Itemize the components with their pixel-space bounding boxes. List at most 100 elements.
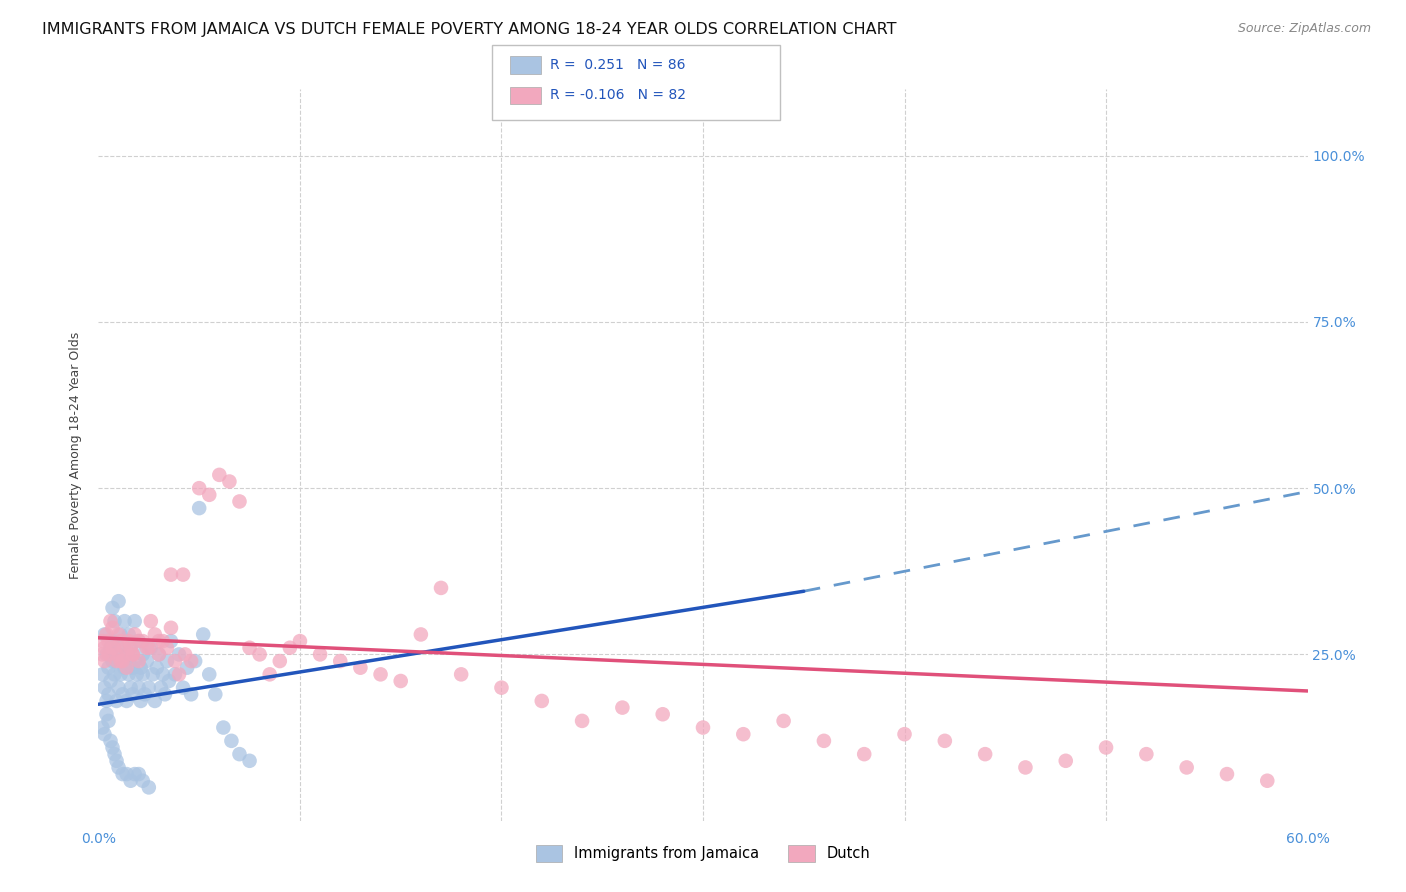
Point bbox=[114, 661, 136, 675]
Point bbox=[101, 634, 124, 648]
Point bbox=[188, 501, 211, 516]
Point bbox=[135, 640, 157, 655]
Point bbox=[198, 488, 221, 502]
Point bbox=[138, 780, 160, 795]
Point bbox=[97, 714, 120, 728]
Point bbox=[105, 654, 128, 668]
Point bbox=[128, 681, 150, 695]
Point bbox=[121, 648, 143, 662]
Point bbox=[176, 661, 198, 675]
Point bbox=[103, 667, 125, 681]
Point bbox=[1054, 754, 1077, 768]
Point bbox=[389, 673, 412, 688]
Point bbox=[167, 667, 190, 681]
Point bbox=[193, 627, 215, 641]
Point bbox=[143, 694, 166, 708]
Point bbox=[132, 667, 155, 681]
Point bbox=[1095, 740, 1118, 755]
Point bbox=[370, 667, 392, 681]
Point bbox=[93, 681, 115, 695]
Point bbox=[124, 767, 146, 781]
Point bbox=[115, 648, 138, 662]
Point bbox=[120, 640, 142, 655]
Point bbox=[733, 727, 755, 741]
Point bbox=[103, 640, 125, 655]
Point bbox=[160, 634, 183, 648]
Point bbox=[198, 667, 221, 681]
Point bbox=[115, 648, 138, 662]
Point bbox=[221, 734, 243, 748]
Point bbox=[148, 634, 170, 648]
Point bbox=[107, 627, 129, 641]
Point bbox=[134, 687, 156, 701]
Point bbox=[132, 648, 155, 662]
Point bbox=[612, 700, 634, 714]
Point bbox=[1135, 747, 1157, 761]
Point bbox=[149, 681, 172, 695]
Point bbox=[172, 567, 194, 582]
Point bbox=[491, 681, 513, 695]
Point bbox=[167, 648, 190, 662]
Point bbox=[128, 634, 150, 648]
Point bbox=[430, 581, 453, 595]
Point bbox=[530, 694, 553, 708]
Point bbox=[128, 634, 150, 648]
Point bbox=[288, 634, 311, 648]
Point bbox=[101, 640, 124, 655]
Point bbox=[180, 654, 202, 668]
Point bbox=[124, 654, 146, 668]
Point bbox=[107, 594, 129, 608]
Point bbox=[115, 694, 138, 708]
Point bbox=[114, 614, 136, 628]
Point bbox=[692, 721, 714, 735]
Point bbox=[934, 734, 956, 748]
Point bbox=[129, 694, 152, 708]
Point bbox=[124, 627, 146, 641]
Point bbox=[853, 747, 876, 761]
Point bbox=[239, 754, 262, 768]
Point bbox=[329, 654, 352, 668]
Point bbox=[259, 667, 281, 681]
Point bbox=[893, 727, 915, 741]
Point bbox=[409, 627, 432, 641]
Point bbox=[97, 634, 120, 648]
Point bbox=[110, 667, 132, 681]
Point bbox=[651, 707, 673, 722]
Point bbox=[91, 667, 114, 681]
Point bbox=[157, 673, 180, 688]
Point bbox=[105, 754, 128, 768]
Point bbox=[97, 687, 120, 701]
Point bbox=[96, 694, 118, 708]
Point bbox=[115, 767, 138, 781]
Point bbox=[228, 494, 250, 508]
Point bbox=[1256, 773, 1278, 788]
Point bbox=[772, 714, 794, 728]
Point bbox=[132, 634, 155, 648]
Point bbox=[121, 661, 143, 675]
Point bbox=[118, 634, 141, 648]
Point bbox=[139, 614, 162, 628]
Point bbox=[156, 654, 179, 668]
Point bbox=[148, 648, 170, 662]
Point bbox=[100, 640, 122, 655]
Point bbox=[101, 621, 124, 635]
Point bbox=[160, 621, 183, 635]
Point bbox=[571, 714, 593, 728]
Point bbox=[132, 773, 155, 788]
Point bbox=[101, 600, 124, 615]
Point bbox=[110, 627, 132, 641]
Point bbox=[142, 667, 165, 681]
Point bbox=[1216, 767, 1239, 781]
Point bbox=[124, 614, 146, 628]
Point bbox=[110, 654, 132, 668]
Point bbox=[184, 654, 207, 668]
Point bbox=[174, 648, 197, 662]
Point bbox=[93, 727, 115, 741]
Point bbox=[100, 614, 122, 628]
Point bbox=[228, 747, 250, 761]
Point bbox=[101, 654, 124, 668]
Point bbox=[160, 567, 183, 582]
Point bbox=[111, 654, 134, 668]
Point bbox=[107, 681, 129, 695]
Point bbox=[139, 640, 162, 655]
